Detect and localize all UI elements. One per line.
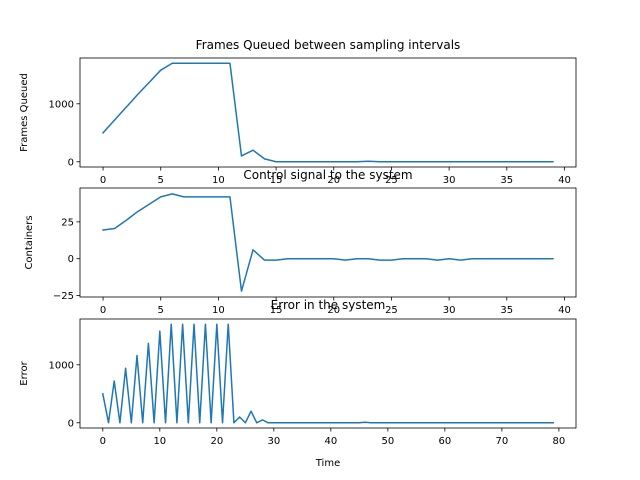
axes-frame [79, 57, 577, 168]
x-tick-label: 15 [270, 305, 283, 316]
x-tick-label: 20 [210, 436, 223, 447]
y-tick-label: 1000 [49, 360, 74, 371]
y-tick-label: −25 [53, 291, 74, 302]
x-tick-label: 40 [324, 436, 337, 447]
x-axis-label: Time [315, 458, 340, 469]
y-tick-label: 0 [68, 418, 74, 429]
series-line [102, 62, 554, 163]
x-tick-label: 30 [443, 175, 456, 186]
x-tick-label: 0 [100, 305, 106, 316]
x-tick-label: 10 [212, 305, 225, 316]
x-tick-label: 60 [439, 436, 452, 447]
x-tick-label: 0 [100, 175, 106, 186]
x-tick-label: 40 [558, 175, 571, 186]
y-tick-label: 0 [68, 254, 74, 265]
axes-frame [79, 187, 577, 298]
x-tick-label: 50 [381, 436, 394, 447]
x-tick-label: 35 [500, 305, 513, 316]
series-line [102, 193, 554, 292]
x-tick-label: 70 [496, 436, 509, 447]
axes-frame [79, 318, 577, 429]
x-tick-label: 25 [385, 305, 398, 316]
x-tick-label: 25 [385, 175, 398, 186]
subplot-1: 0 5 10 15 20 25 30 35 40 0 1000 Frames Queued betwe… [19, 38, 577, 186]
x-tick-label: 20 [327, 175, 340, 186]
x-tick-label: 80 [553, 436, 566, 447]
y-tick-label: 0 [68, 157, 74, 168]
chart-title: Frames Queued between sampling intervals [196, 38, 461, 52]
x-tick-label: 30 [443, 305, 456, 316]
x-tick-label: 5 [158, 305, 164, 316]
y-axis-label: Frames Queued [19, 73, 30, 152]
chart-title: Control signal to the system [243, 168, 412, 182]
x-tick-label: 35 [500, 175, 513, 186]
x-tick-label: 5 [158, 175, 164, 186]
y-tick-label: 1000 [49, 99, 74, 110]
x-tick-label: 40 [558, 305, 571, 316]
y-axis-label: Containers [24, 215, 35, 269]
y-axis-label: Error [19, 360, 30, 385]
x-tick-label: 15 [270, 175, 283, 186]
x-tick-label: 10 [153, 436, 166, 447]
x-tick-label: 0 [100, 436, 106, 447]
chart-title: Error in the system [271, 298, 386, 312]
series-line [101, 323, 554, 424]
x-tick-label: 10 [212, 175, 225, 186]
y-tick-label: 25 [61, 217, 74, 228]
x-tick-label: 30 [267, 436, 280, 447]
x-tick-label: 20 [327, 305, 340, 316]
